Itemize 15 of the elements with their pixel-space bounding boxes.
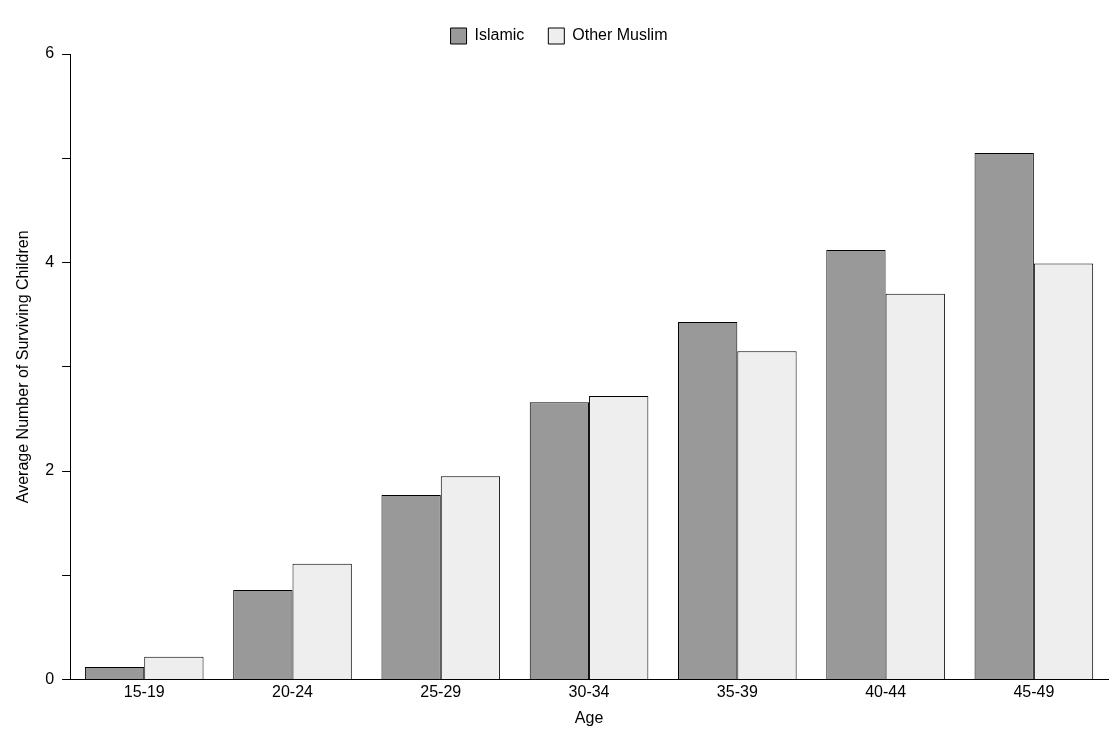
x-tick-label: 40-44 <box>865 682 907 700</box>
x-axis-title: Age <box>574 708 604 726</box>
x-tick-label: 15-19 <box>123 682 165 700</box>
y-tick-label: 0 <box>45 670 55 688</box>
y-axis-title: Average Number of Surviving Children <box>14 230 32 504</box>
y-tick-label: 6 <box>45 44 55 62</box>
legend-label: Islamic <box>474 26 525 44</box>
x-tick-label: 20-24 <box>272 682 314 700</box>
x-tick-label: 25-29 <box>420 682 462 700</box>
legend-label: Other Muslim <box>572 26 668 44</box>
x-tick-label: 45-49 <box>1013 682 1055 700</box>
y-tick-label: 4 <box>45 252 55 270</box>
y-tick-label: 2 <box>45 461 55 479</box>
x-tick-label: 35-39 <box>716 682 758 700</box>
x-tick-label: 30-34 <box>568 682 610 700</box>
